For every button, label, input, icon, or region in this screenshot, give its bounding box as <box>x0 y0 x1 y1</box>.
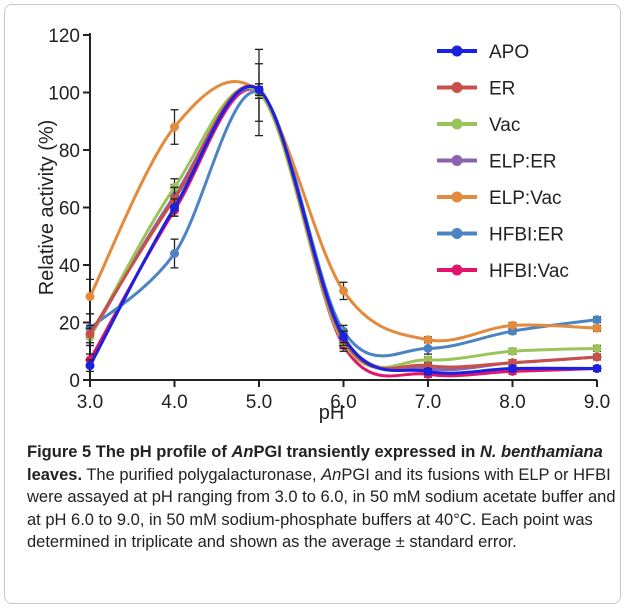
data-point <box>592 323 602 333</box>
data-point <box>170 249 179 258</box>
caption-title-mid: PGI transiently expressed in <box>253 443 480 461</box>
y-tick-label: 120 <box>48 26 80 47</box>
data-point <box>170 203 179 212</box>
data-point <box>339 332 348 342</box>
series-line <box>88 80 598 343</box>
y-axis-label: Relative activity (%) <box>36 120 58 296</box>
data-point <box>508 346 517 356</box>
y-tick-label: 60 <box>59 199 80 220</box>
data-point <box>592 352 602 362</box>
legend-swatch-marker <box>451 264 463 276</box>
caption-title-italic: An <box>231 443 254 461</box>
caption-title-pre: The pH profile of <box>91 443 232 461</box>
y-tick-label: 100 <box>48 84 80 105</box>
caption-label: Figure 5 <box>27 443 92 461</box>
x-tick-label: 8.0 <box>499 392 525 413</box>
legend-swatch-marker <box>451 45 463 57</box>
data-point <box>85 292 95 302</box>
figure-panel: 0 20 40 60 80 100 120 3.0 4.0 5.0 6.0 7.0 8.0 9.0 pH Re… <box>4 4 621 604</box>
axes: 0 20 40 60 80 100 120 3.0 4.0 5.0 6.0 7.0 8.0 9.0 pH Re… <box>36 26 610 424</box>
legend-label: HFBI:Vac <box>489 261 569 282</box>
data-point <box>508 364 517 373</box>
data-point <box>423 366 433 376</box>
x-tick-label: 7.0 <box>415 392 441 413</box>
legend-swatch-marker <box>451 82 463 93</box>
caption-heading: Figure 5 The pH profile of AnPGI transie… <box>27 443 603 484</box>
legend-swatch-marker <box>451 191 463 203</box>
series-apo <box>85 83 602 376</box>
x-tick-label: 6.0 <box>330 392 356 413</box>
x-tick-label: 3.0 <box>77 392 103 413</box>
data-point <box>254 85 264 95</box>
data-point <box>592 364 602 373</box>
data-point <box>339 286 348 296</box>
data-point <box>85 361 95 371</box>
y-tick-label: 20 <box>59 314 80 335</box>
x-axis-label: pH <box>319 402 345 424</box>
figure-caption: Figure 5 The pH profile of AnPGI transie… <box>27 441 617 554</box>
caption-body-1: The purified polygalacturonase, <box>82 465 322 484</box>
chart: 0 20 40 60 80 100 120 3.0 4.0 5.0 6.0 7.0 8.0 9.0 pH Re… <box>36 26 610 424</box>
legend-label: ELP:Vac <box>489 188 562 209</box>
x-tick-label: 9.0 <box>584 392 610 413</box>
data-point <box>423 343 433 353</box>
data-point <box>592 315 602 325</box>
data-point <box>170 122 179 132</box>
data-point <box>85 329 95 339</box>
y-tick-label: 0 <box>69 371 80 392</box>
y-tick-label: 80 <box>59 141 80 162</box>
legend-swatch-marker <box>451 155 463 166</box>
legend-label: ER <box>489 79 515 100</box>
legend: APO ER Vac ELP:ER ELP:Vac HFBI:ER HFBI:Vac <box>437 42 569 282</box>
legend-label: HFBI:ER <box>489 225 564 246</box>
legend-swatch-marker <box>451 118 463 130</box>
x-tick-label: 5.0 <box>246 392 272 413</box>
caption-body-italic: An <box>321 465 342 484</box>
series-hfbi-er <box>85 63 602 358</box>
caption-body-2: PGI and its fusions with ELP or HFBI wer… <box>27 465 616 552</box>
legend-swatch-marker <box>451 228 463 239</box>
y-tick-label: 40 <box>59 256 80 277</box>
data-point <box>508 320 517 330</box>
caption-title-species: N. benthamiana <box>479 443 603 461</box>
series-elp-vac <box>85 48 602 345</box>
data-point <box>592 343 602 353</box>
x-tick-label: 4.0 <box>161 392 187 413</box>
legend-label: APO <box>489 42 529 63</box>
data-point <box>423 335 433 345</box>
series-layer <box>85 48 602 379</box>
legend-label: ELP:ER <box>489 152 557 173</box>
legend-label: Vac <box>489 115 520 136</box>
caption-title-post: leaves. <box>27 465 83 484</box>
